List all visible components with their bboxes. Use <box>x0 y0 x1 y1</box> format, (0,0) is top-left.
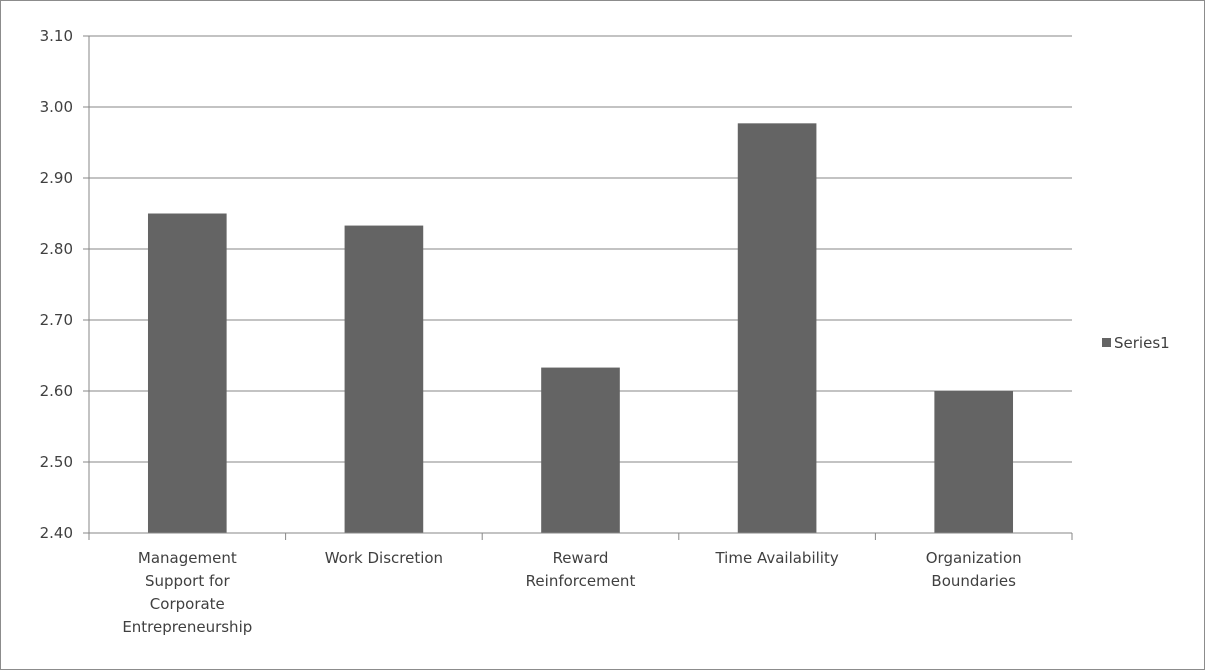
bar <box>934 391 1014 533</box>
y-tick-label: 3.00 <box>40 98 73 116</box>
legend-swatch <box>1102 338 1111 347</box>
bar <box>147 213 227 533</box>
y-tick-label: 2.90 <box>40 169 73 187</box>
x-category-label: Organization Boundaries <box>926 549 1022 590</box>
bar <box>344 225 424 533</box>
legend-label: Series1 <box>1114 334 1170 352</box>
x-category-label: Management Support for Corporate Entreprene… <box>122 549 252 636</box>
y-tick-label: 2.60 <box>40 382 73 400</box>
bars <box>147 123 1014 533</box>
y-tick-label: 2.40 <box>40 524 73 542</box>
x-category-label: Work Discretion <box>325 549 443 567</box>
x-category-labels: Management Support for Corporate Entreprene… <box>122 549 1021 636</box>
y-tick-label: 2.70 <box>40 311 73 329</box>
y-tick-labels: 2.40 2.50 2.60 2.70 2.80 2.90 3.00 3.10 <box>40 27 73 542</box>
bar <box>737 123 817 533</box>
bar <box>541 367 620 533</box>
x-category-label: Reward Reinforcement <box>526 549 636 590</box>
y-tick-label: 3.10 <box>40 27 73 45</box>
axes <box>83 35 1073 540</box>
x-category-label: Time Availability <box>714 549 838 567</box>
y-tick-label: 2.80 <box>40 240 73 258</box>
gridlines <box>89 35 1072 463</box>
legend: Series1 <box>1102 334 1170 352</box>
y-tick-label: 2.50 <box>40 453 73 471</box>
